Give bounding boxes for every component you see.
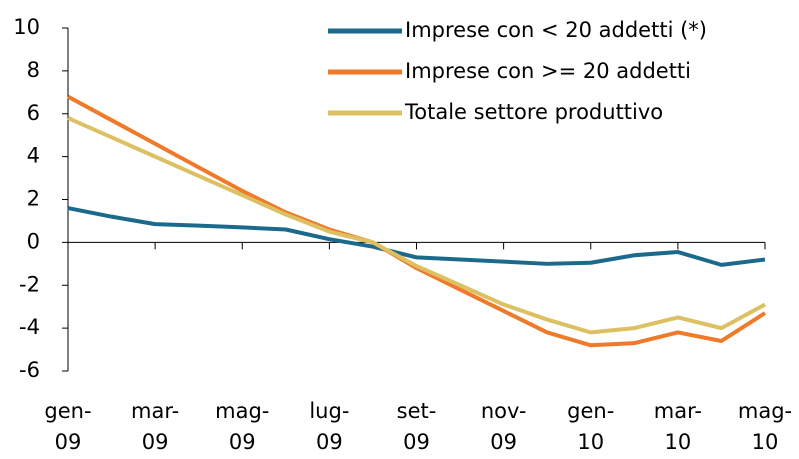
series-line bbox=[67, 94, 767, 348]
legend-label: Imprese con >= 20 addetti bbox=[405, 59, 691, 83]
y-tick-label: 10 bbox=[13, 15, 40, 39]
y-tick-label: -6 bbox=[19, 358, 40, 382]
x-tick-label: mag-10 bbox=[738, 399, 792, 454]
x-tick-label: lug-09 bbox=[309, 399, 349, 454]
series-line bbox=[67, 206, 766, 267]
y-tick-label: 8 bbox=[27, 58, 40, 82]
series-line bbox=[67, 116, 766, 335]
x-tick-label: nov-09 bbox=[481, 399, 527, 454]
x-tick-label: mar-09 bbox=[131, 399, 179, 454]
y-tick-label: -2 bbox=[19, 272, 40, 296]
y-tick-label: 2 bbox=[27, 187, 40, 211]
x-tick-label: set-09 bbox=[397, 399, 437, 454]
x-tick-label: gen-10 bbox=[567, 399, 614, 454]
y-tick-label: -4 bbox=[19, 315, 40, 339]
y-tick-label: 0 bbox=[27, 229, 40, 253]
x-tick-label: gen-09 bbox=[44, 399, 91, 454]
y-tick-label: 6 bbox=[27, 101, 40, 125]
legend: Imprese con < 20 addetti (*) Imprese con … bbox=[328, 18, 707, 124]
legend-label: Totale settore produttivo bbox=[404, 100, 663, 124]
x-tick-label: mar-10 bbox=[654, 399, 702, 454]
legend-label: Imprese con < 20 addetti (*) bbox=[405, 18, 707, 42]
x-tick-label: mag-09 bbox=[215, 399, 269, 454]
y-tick-label: 4 bbox=[27, 144, 40, 168]
